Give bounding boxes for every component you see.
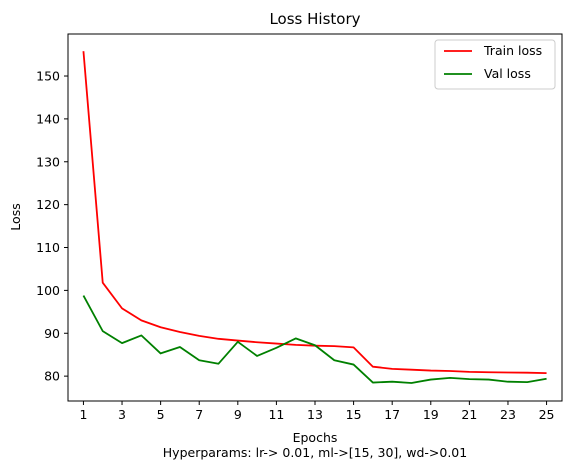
x-axis-label: Epochs xyxy=(293,430,338,445)
legend-box xyxy=(434,39,556,90)
x-tick-label: 15 xyxy=(346,407,362,422)
chart-title: Loss History xyxy=(269,10,360,28)
y-tick-label: 130 xyxy=(36,154,60,169)
x-tick-label: 9 xyxy=(234,407,242,422)
y-axis-label: Loss xyxy=(8,203,23,230)
plot-area xyxy=(82,51,547,384)
y-tick-label: 90 xyxy=(44,326,60,341)
y-tick-label: 110 xyxy=(36,240,60,255)
x-tick-label: 13 xyxy=(307,407,323,422)
x-tick-label: 21 xyxy=(461,407,477,422)
y-tick-label: 140 xyxy=(36,111,60,126)
x-axis: 1 3 5 7 9 11 13 15 17 19 21 23 25 xyxy=(79,401,555,422)
x-tick-label: 1 xyxy=(79,407,87,422)
y-axis: 80 90 100 110 120 130 140 150 xyxy=(36,69,68,384)
legend-label-val-loss: Val loss xyxy=(484,66,531,81)
y-tick-label: 80 xyxy=(44,369,60,384)
y-tick-label: 120 xyxy=(36,197,60,212)
x-tick-label: 25 xyxy=(539,407,555,422)
x-tick-label: 11 xyxy=(268,407,284,422)
y-tick-label: 150 xyxy=(36,69,60,84)
x-tick-label: 5 xyxy=(157,407,165,422)
x-tick-label: 23 xyxy=(500,407,516,422)
x-tick-label: 17 xyxy=(384,407,400,422)
x-tick-label: 3 xyxy=(118,407,126,422)
legend-label-train-loss: Train loss xyxy=(483,43,542,58)
series-line-val-loss xyxy=(82,295,547,384)
legend: Train loss Val loss xyxy=(434,39,556,90)
x-tick-label: 19 xyxy=(423,407,439,422)
y-tick-label: 100 xyxy=(36,283,60,298)
x-tick-label: 7 xyxy=(195,407,203,422)
hyperparams-caption: Hyperparams: lr-> 0.01, ml->[15, 30], wd… xyxy=(163,445,467,460)
